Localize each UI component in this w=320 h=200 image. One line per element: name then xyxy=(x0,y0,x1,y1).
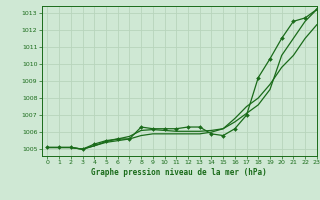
X-axis label: Graphe pression niveau de la mer (hPa): Graphe pression niveau de la mer (hPa) xyxy=(91,168,267,177)
